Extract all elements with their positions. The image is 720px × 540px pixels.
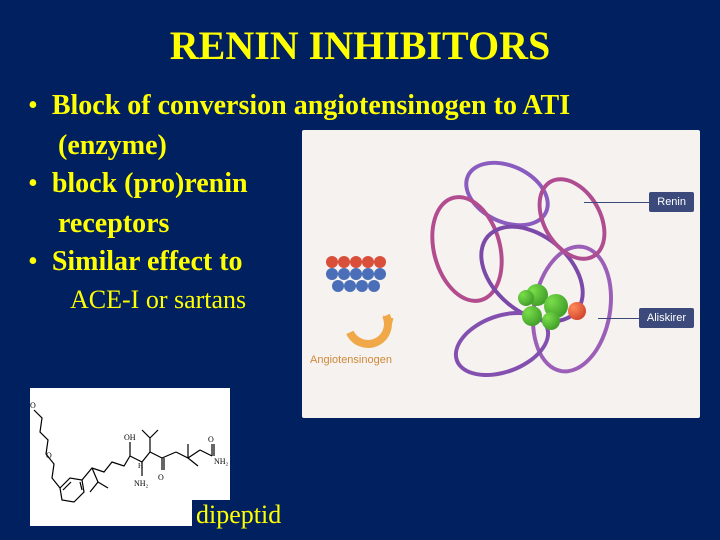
bullet-marker: • bbox=[28, 165, 38, 203]
bullet-1: • Block of conversion angiotensinogen to… bbox=[28, 87, 700, 125]
protein-ribbon bbox=[422, 154, 632, 384]
label-line bbox=[584, 202, 652, 203]
svg-text:OH: OH bbox=[124, 433, 136, 442]
angiotensinogen-molecule bbox=[326, 256, 396, 292]
label-line bbox=[598, 318, 644, 319]
svg-text:O: O bbox=[46, 451, 52, 460]
bullet-3-text: Similar effect to bbox=[52, 243, 243, 281]
bullet-2-text: block (pro)renin bbox=[52, 165, 248, 203]
svg-text:O: O bbox=[158, 473, 164, 482]
bullet-marker: • bbox=[28, 243, 38, 281]
svg-text:NH₂: NH₂ bbox=[214, 457, 229, 466]
protein-structure-image: Renin Aliskirer Angiotensinogen bbox=[302, 130, 700, 418]
bullet-2-cont-text: receptors bbox=[58, 208, 169, 239]
aliskiren-label: Aliskirer bbox=[639, 308, 694, 328]
svg-text:NH₂: NH₂ bbox=[134, 479, 149, 488]
bullet-1-text: Block of conversion angiotensinogen to A… bbox=[52, 87, 570, 125]
svg-text:O: O bbox=[30, 401, 36, 410]
curved-arrow-icon bbox=[337, 293, 399, 355]
angiotensinogen-label: Angiotensinogen bbox=[310, 354, 392, 366]
bullet-1-cont-text: (enzyme) bbox=[58, 130, 167, 161]
bullet-marker: • bbox=[28, 87, 38, 125]
renin-label: Renin bbox=[649, 192, 694, 212]
svg-text:O: O bbox=[208, 435, 214, 444]
slide-title: RENIN INHIBITORS bbox=[0, 0, 720, 87]
chemical-caption: dipeptid bbox=[192, 500, 285, 530]
